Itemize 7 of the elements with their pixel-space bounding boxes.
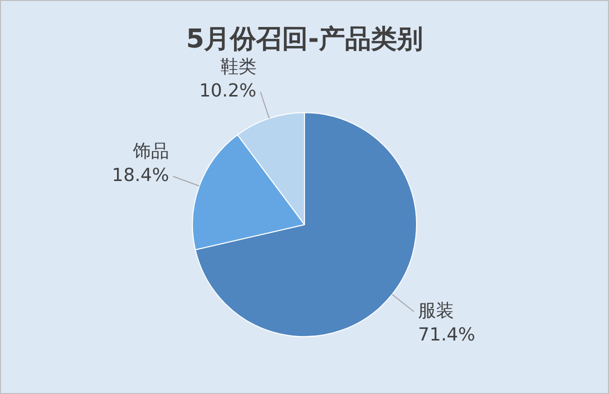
- slice-label: 服装: [418, 300, 454, 322]
- data-label: 10.2%: [199, 80, 256, 102]
- data-label: 18.4%: [112, 165, 170, 186]
- slice-label: 鞋类: [220, 56, 256, 78]
- slice-label: 饰品: [132, 141, 170, 162]
- data-label: 71.4%: [418, 324, 476, 346]
- chart-title: 5月份召回-产品类别: [186, 24, 423, 54]
